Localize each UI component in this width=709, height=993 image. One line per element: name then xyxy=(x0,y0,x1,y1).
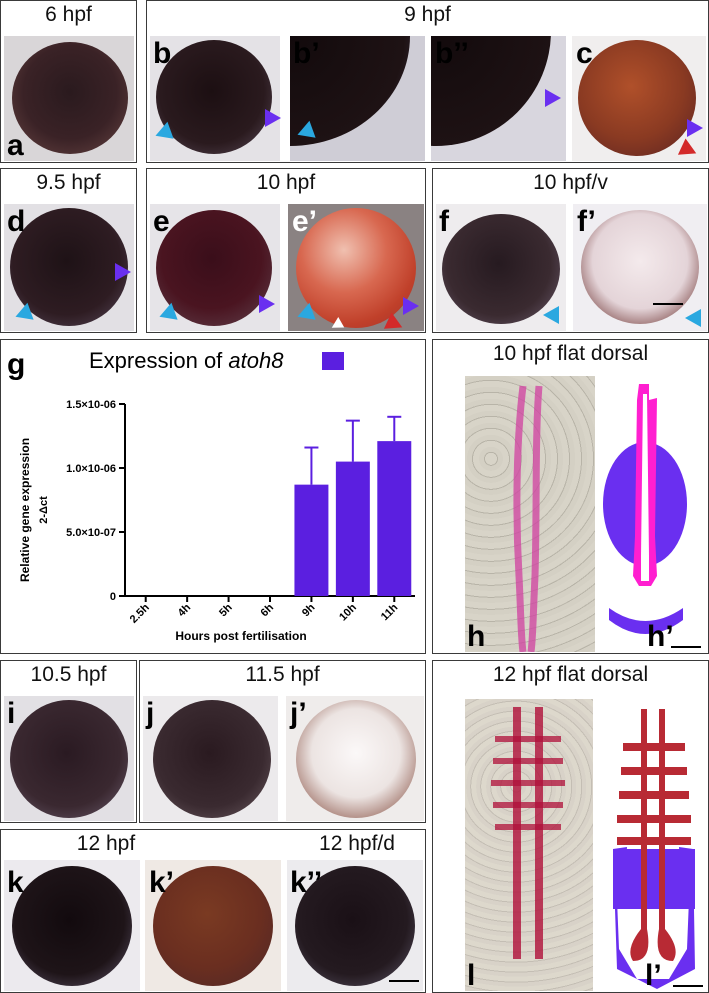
embryo-image-k2 xyxy=(287,860,423,991)
embryo-image-b2 xyxy=(431,36,566,161)
embryo-image-e1 xyxy=(288,204,424,331)
arrowhead-violet-b xyxy=(265,109,281,127)
schematic-h1 xyxy=(603,384,687,634)
embryo-image-a xyxy=(4,36,134,161)
y-axis-label-2: 2-Δct xyxy=(38,496,50,524)
panel-label-f1: f’ xyxy=(577,205,596,238)
panel-label-k1: k’ xyxy=(149,866,175,899)
panel-a: 6 hpf a xyxy=(0,0,137,163)
time-label-12hpf-d: 12 hpf/d xyxy=(289,832,425,856)
time-label-12hpf-d-text: 12 hpf/d xyxy=(319,832,395,855)
expression-chart: g Expression of atoh8 0 5.0×10-07 1.0×10-0… xyxy=(7,348,415,643)
legend-swatch xyxy=(322,352,344,370)
time-label-10hpf: 10 hpf xyxy=(256,171,316,194)
panel-label-l1: l’ xyxy=(645,959,662,992)
embryo-image-b xyxy=(150,36,280,161)
time-label-9hpf: 9 hpf xyxy=(404,3,451,26)
bar xyxy=(294,484,329,596)
panel-label-j: j xyxy=(146,697,155,730)
embryo-image-f1 xyxy=(573,204,707,331)
embryo-image-l xyxy=(465,699,593,991)
embryo-image-k xyxy=(4,860,140,991)
embryo-image-j1 xyxy=(286,696,424,821)
panel-10hpf-group: 10 hpf e e’ xyxy=(146,168,426,336)
panel-11.5hpf-group: 11.5 hpf j j’ xyxy=(139,660,426,823)
time-label-6hpf: 6 hpf xyxy=(45,3,92,26)
embryo-image-h xyxy=(465,376,595,652)
y-tick-label: 1.0×10-06 xyxy=(66,463,116,475)
arrowhead-blue-f1 xyxy=(685,309,701,327)
time-label-10.5hpf: 10.5 hpf xyxy=(30,663,107,686)
panel-label-b1[interactable]: b’ xyxy=(293,37,320,70)
schematic-l1 xyxy=(613,709,695,989)
bar xyxy=(335,461,370,596)
y-axis-label: Relative gene expression xyxy=(18,438,32,582)
panel-label-g: g xyxy=(7,348,25,381)
x-tick-label: 6h xyxy=(259,601,277,619)
panel-d: 9.5 hpf d xyxy=(0,168,137,333)
panel-10hpf-v-group: 10 hpf/v f f’ xyxy=(432,168,709,333)
arrowhead-violet-e xyxy=(259,295,275,313)
embryo-image-j xyxy=(143,696,278,821)
panel-label-f: f xyxy=(439,205,449,238)
panel-label-d: d xyxy=(7,205,26,238)
embryo-image-f xyxy=(436,204,566,331)
embryo-image-d xyxy=(4,204,134,331)
panel-label-e1: e’ xyxy=(292,205,318,238)
x-tick-label: 9h xyxy=(300,601,318,619)
embryo-image-e xyxy=(150,204,280,331)
panel-9hpf-group: 9 hpf b b’ b’’ c xyxy=(146,0,709,163)
panel-label-e: e xyxy=(153,205,170,238)
panel-label-b: b xyxy=(153,37,172,70)
x-tick-label: 5h xyxy=(217,601,235,619)
panel-label-h: h xyxy=(467,620,486,653)
panel-h-group: 10 hpf flat dorsal h h’ xyxy=(432,339,709,654)
y-tick-label: 0 xyxy=(110,591,116,603)
embryo-image-c xyxy=(572,36,706,161)
embryo-image-i xyxy=(4,696,134,821)
chart-title: Expression of atoh8 xyxy=(89,348,284,373)
time-label-10hpf-flat-dorsal: 10 hpf flat dorsal xyxy=(492,342,649,365)
panel-label-a: a xyxy=(7,129,24,162)
embryo-image-k1 xyxy=(145,860,281,991)
time-label-12hpf-text: 12 hpf xyxy=(76,832,136,855)
arrowhead-blue-f xyxy=(543,306,559,324)
panel-label-j1: j’ xyxy=(290,697,307,730)
scale-bar-f1 xyxy=(653,303,683,305)
time-label-12hpf-flat-dorsal: 12 hpf flat dorsal xyxy=(492,663,649,686)
bar xyxy=(377,441,412,596)
panel-label-c: c xyxy=(576,37,593,70)
arrowhead-violet-d xyxy=(115,263,131,281)
time-label-11.5hpf: 11.5 hpf xyxy=(245,663,320,686)
panel-label-l: l xyxy=(467,959,476,992)
panel-label-k2: k’’ xyxy=(290,866,323,899)
panel-i: 10.5 hpf i xyxy=(0,660,137,823)
x-tick-label: 11h xyxy=(379,601,401,623)
arrowhead-violet-b2 xyxy=(545,89,561,107)
panel-label-k: k xyxy=(7,866,24,899)
x-axis-label: Hours post fertilisation xyxy=(175,629,306,643)
x-tick-label: 2.5h xyxy=(128,601,152,625)
panel-label-h1: h’ xyxy=(647,620,674,653)
time-label-12hpf: 12 hpf xyxy=(1,832,211,856)
chart-title-gene: atoh8 xyxy=(228,348,284,373)
time-label-10hpf-v: 10 hpf/v xyxy=(533,171,608,194)
chart-title-prefix: Expression of xyxy=(89,348,228,373)
x-tick-label: 10h xyxy=(337,601,359,623)
panel-l-group: 12 hpf flat dorsal l l’ xyxy=(432,660,709,993)
time-label-9.5hpf: 9.5 hpf xyxy=(36,171,101,194)
arrowhead-violet-c xyxy=(687,119,703,137)
embryo-image-b1 xyxy=(290,36,425,161)
scale-bar-h1 xyxy=(671,646,701,648)
scale-bar-l1 xyxy=(673,985,703,987)
panel-label-b2: b’’ xyxy=(435,37,469,70)
panel-label-i: i xyxy=(7,697,16,730)
panel-12hpf-group: 12 hpf 12 hpf/d k k’ k’’ xyxy=(0,829,426,993)
x-tick-label: 4h xyxy=(176,601,194,619)
scale-bar-k2 xyxy=(389,980,419,982)
y-tick-label: 1.5×10-06 xyxy=(66,399,116,411)
y-tick-label: 5.0×10-07 xyxy=(66,527,116,539)
panel-g: g Expression of atoh8 0 5.0×10-07 1.0×10-0… xyxy=(0,339,426,654)
arrowhead-violet-e1 xyxy=(403,297,419,315)
